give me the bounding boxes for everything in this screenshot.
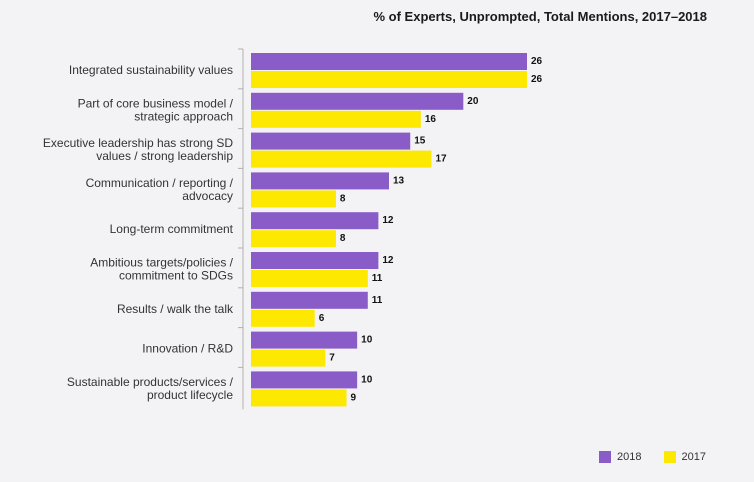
category-label: advocacy [182, 189, 233, 203]
data-label-2017: 8 [340, 193, 346, 204]
data-label-2018: 10 [361, 374, 373, 385]
data-label-2017: 6 [319, 313, 325, 324]
bar-2017 [251, 309, 315, 327]
data-label-2018: 15 [414, 136, 426, 147]
data-label-2017: 16 [425, 114, 437, 125]
bar-2018 [251, 132, 411, 150]
data-label-2017: 8 [340, 233, 346, 244]
bar-2017 [251, 389, 347, 407]
bar-2018 [251, 371, 358, 389]
data-label-2017: 7 [329, 353, 335, 364]
bar-2018 [251, 53, 527, 70]
category-label: Executive leadership has strong SD [43, 136, 233, 150]
data-label-2018: 12 [382, 255, 394, 266]
legend-label-2017: 2017 [681, 451, 706, 463]
bar-2018 [251, 331, 358, 349]
category-label: values / strong leadership [96, 149, 233, 163]
category-label: commitment to SDGs [119, 269, 233, 283]
category-label: strategic approach [134, 109, 233, 123]
bar-2017 [251, 349, 326, 367]
legend-item-2017: 2017 [663, 451, 706, 463]
category-label: product lifecycle [147, 388, 233, 402]
legend-swatch-2018 [599, 451, 612, 463]
bar-2017 [251, 270, 368, 287]
bar-2018 [251, 92, 464, 110]
data-label-2018: 13 [393, 175, 405, 186]
data-label-2018: 11 [372, 295, 383, 306]
data-label-2018: 12 [382, 215, 394, 226]
bar-2018 [251, 172, 389, 190]
legend-label-2018: 2018 [617, 451, 642, 463]
data-label-2017: 26 [531, 74, 543, 85]
bar-2017 [251, 110, 421, 128]
data-label-2017: 9 [351, 392, 357, 403]
category-label: Ambitious targets/policies / [90, 256, 233, 270]
category-label: Communication / reporting / [86, 176, 234, 190]
category-label: Long-term commitment [110, 222, 234, 236]
data-label-2018: 10 [361, 335, 373, 346]
chart-title: % of Experts, Unprompted, Total Mentions… [373, 9, 707, 24]
bar-2017 [251, 71, 527, 88]
data-label-2018: 26 [531, 56, 543, 67]
bar-2018 [251, 291, 368, 309]
legend: 2018 2017 [585, 451, 706, 463]
legend-swatch-2017 [663, 451, 676, 463]
category-label: Innovation / R&D [142, 342, 233, 356]
bar-2017 [251, 230, 336, 248]
data-label-2017: 11 [372, 273, 383, 284]
category-label: Sustainable products/services / [67, 375, 234, 389]
category-label: Results / walk the talk [117, 302, 234, 316]
bar-2018 [251, 252, 379, 269]
category-label: Part of core business model / [78, 96, 234, 110]
bar-2017 [251, 190, 336, 208]
data-label-2018: 20 [467, 96, 479, 107]
category-label: Integrated sustainability values [69, 63, 233, 77]
legend-item-2018: 2018 [599, 451, 642, 463]
data-label-2017: 17 [435, 154, 447, 165]
bar-2018 [251, 212, 379, 230]
bar-2017 [251, 150, 432, 168]
